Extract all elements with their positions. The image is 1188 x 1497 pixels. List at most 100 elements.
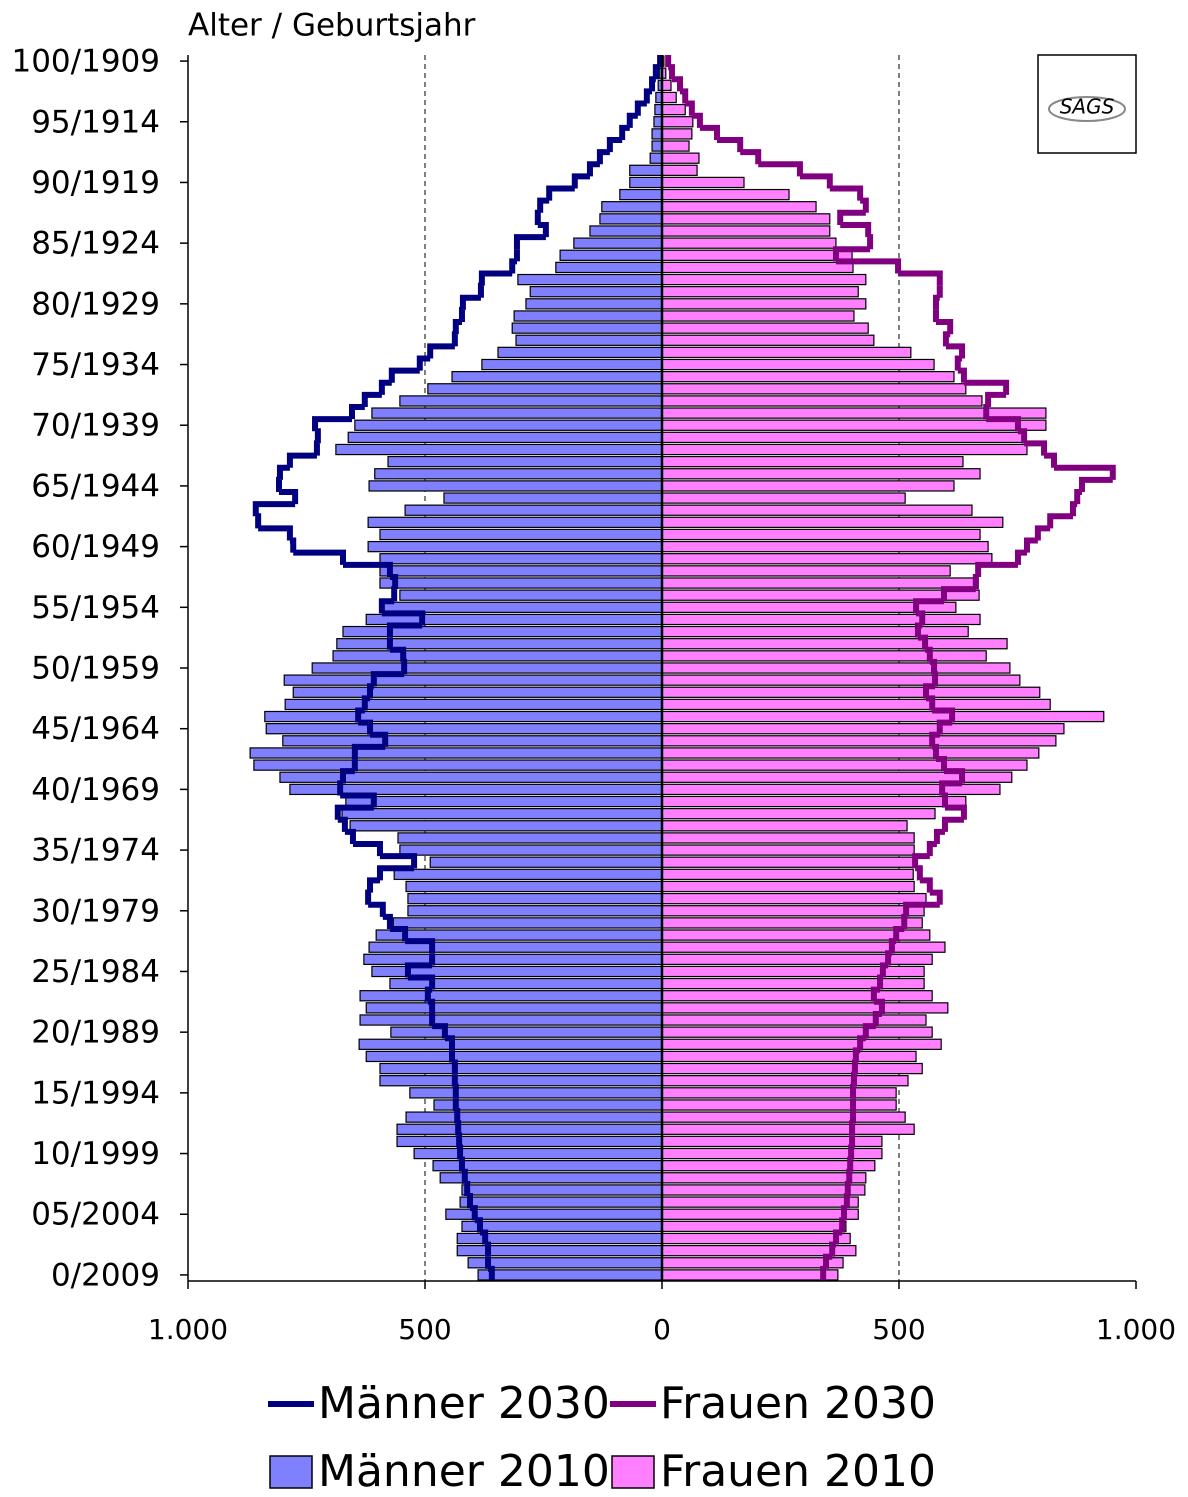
step <box>903 901 940 917</box>
bar <box>661 79 672 92</box>
step <box>361 391 382 408</box>
bar <box>661 1184 866 1196</box>
y-tick-label: 25/1984 <box>31 954 160 990</box>
bar <box>371 407 663 419</box>
bar <box>661 116 694 128</box>
bar <box>661 383 967 395</box>
bar <box>354 419 663 431</box>
bar <box>661 1050 917 1063</box>
bar <box>661 261 854 274</box>
bar <box>517 273 663 286</box>
logo-box <box>1037 54 1137 154</box>
step <box>643 88 653 104</box>
bar <box>282 735 663 747</box>
bar <box>661 868 914 881</box>
step <box>407 974 436 990</box>
step <box>358 719 374 735</box>
bar <box>253 759 663 771</box>
step <box>351 743 386 760</box>
bar <box>661 492 906 504</box>
bar <box>365 1050 663 1063</box>
bar <box>407 892 663 905</box>
step <box>963 379 1010 395</box>
step <box>378 379 392 395</box>
step <box>352 841 383 857</box>
legend-label: Männer 2010 <box>318 1446 610 1493</box>
bar <box>433 1099 663 1111</box>
bar <box>497 346 663 359</box>
bar <box>311 662 663 674</box>
step <box>799 173 833 189</box>
step <box>985 391 1007 408</box>
bar <box>661 358 935 371</box>
bar <box>661 225 831 237</box>
y-tick-label: 65/1944 <box>31 468 160 504</box>
bar <box>661 1232 851 1245</box>
step <box>1034 525 1051 541</box>
step <box>459 294 481 310</box>
step <box>474 1217 483 1233</box>
step <box>986 416 1021 432</box>
bar <box>573 237 663 249</box>
bar <box>365 1002 663 1014</box>
bar <box>661 565 951 577</box>
step <box>912 853 930 869</box>
step <box>619 124 630 140</box>
step <box>915 865 923 881</box>
bar <box>459 1196 663 1208</box>
bar <box>661 164 698 176</box>
step <box>455 1120 462 1136</box>
step <box>1044 452 1057 468</box>
logo: SAGS <box>1060 95 1115 119</box>
step <box>389 925 409 942</box>
bar <box>661 395 983 407</box>
step <box>452 1083 459 1099</box>
y-tick-label: 80/1929 <box>31 286 160 322</box>
bar <box>661 880 915 893</box>
y-tick-label: 75/1934 <box>31 347 160 383</box>
bar <box>405 1111 663 1123</box>
step <box>972 573 979 590</box>
step <box>975 561 1018 577</box>
step <box>1014 549 1027 565</box>
step <box>932 707 956 723</box>
step <box>929 889 943 905</box>
step <box>478 270 513 286</box>
bar <box>347 431 663 444</box>
bar <box>661 176 745 189</box>
step <box>888 938 897 954</box>
step <box>454 1108 461 1124</box>
step <box>534 209 541 225</box>
bar <box>439 1172 663 1184</box>
step <box>634 100 647 116</box>
step <box>939 780 963 796</box>
step <box>537 197 550 213</box>
bar <box>661 346 912 359</box>
step <box>546 185 575 201</box>
bar <box>379 577 663 589</box>
bar <box>661 1087 897 1099</box>
step <box>1074 488 1082 505</box>
step <box>537 221 549 238</box>
y-tick-label: 0/2009 <box>51 1257 160 1293</box>
step <box>312 416 353 432</box>
step <box>1023 537 1038 553</box>
step <box>926 695 936 711</box>
bar <box>661 516 1004 529</box>
step <box>427 343 455 359</box>
bar <box>511 322 663 334</box>
step <box>699 124 720 140</box>
bar <box>404 504 663 516</box>
step <box>452 319 462 335</box>
bar <box>661 941 946 953</box>
step <box>255 513 262 529</box>
step <box>685 100 695 116</box>
step <box>835 258 902 274</box>
bar <box>661 480 955 492</box>
step <box>370 731 389 747</box>
bar <box>396 1135 663 1148</box>
step <box>276 464 290 480</box>
step <box>901 913 908 929</box>
